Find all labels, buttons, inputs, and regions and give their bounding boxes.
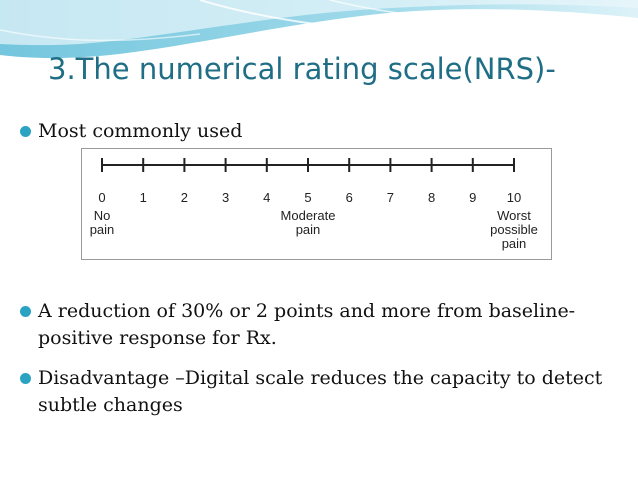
- bullet-text: A reduction of 30% or 2 points and more …: [38, 300, 576, 349]
- nrs-scale-figure: 0 1 2 3 4 5 6 7 8 9 10 No pain Moderate pain Worst poss…: [81, 148, 552, 260]
- bullet-text: Disadvantage –Digital scale reduces the …: [38, 367, 603, 416]
- scale-anchor-label: Moderate pain: [281, 208, 336, 237]
- bullet-dot-icon: [20, 126, 31, 137]
- scale-number-label: 1: [140, 190, 147, 205]
- scale-number-label: 7: [387, 190, 394, 205]
- scale-anchor-label: Worst possible pain: [490, 208, 538, 251]
- scale-number-label: 0: [98, 190, 105, 205]
- bullet-item: Most commonly used: [20, 118, 632, 145]
- scale-anchor-label: No pain: [90, 208, 115, 237]
- scale-number-label: 6: [346, 190, 353, 205]
- scale-number-label: 5: [304, 190, 311, 205]
- scale-number-label: 4: [263, 190, 270, 205]
- bullet-dot-icon: [20, 373, 31, 384]
- scale-number-label: 3: [222, 190, 229, 205]
- scale-number-label: 9: [469, 190, 476, 205]
- scale-number-label: 10: [507, 190, 521, 205]
- bullet-text: Most commonly used: [38, 120, 243, 142]
- slide-title: 3.The numerical rating scale(NRS)-: [48, 52, 556, 86]
- bullet-item: Disadvantage –Digital scale reduces the …: [20, 365, 632, 419]
- bullet-item: A reduction of 30% or 2 points and more …: [20, 298, 632, 352]
- scale-number-label: 8: [428, 190, 435, 205]
- nrs-scale: 0 1 2 3 4 5 6 7 8 9 10 No pain Moderate pain Worst poss…: [90, 158, 538, 251]
- bullet-dot-icon: [20, 306, 31, 317]
- scale-number-label: 2: [181, 190, 188, 205]
